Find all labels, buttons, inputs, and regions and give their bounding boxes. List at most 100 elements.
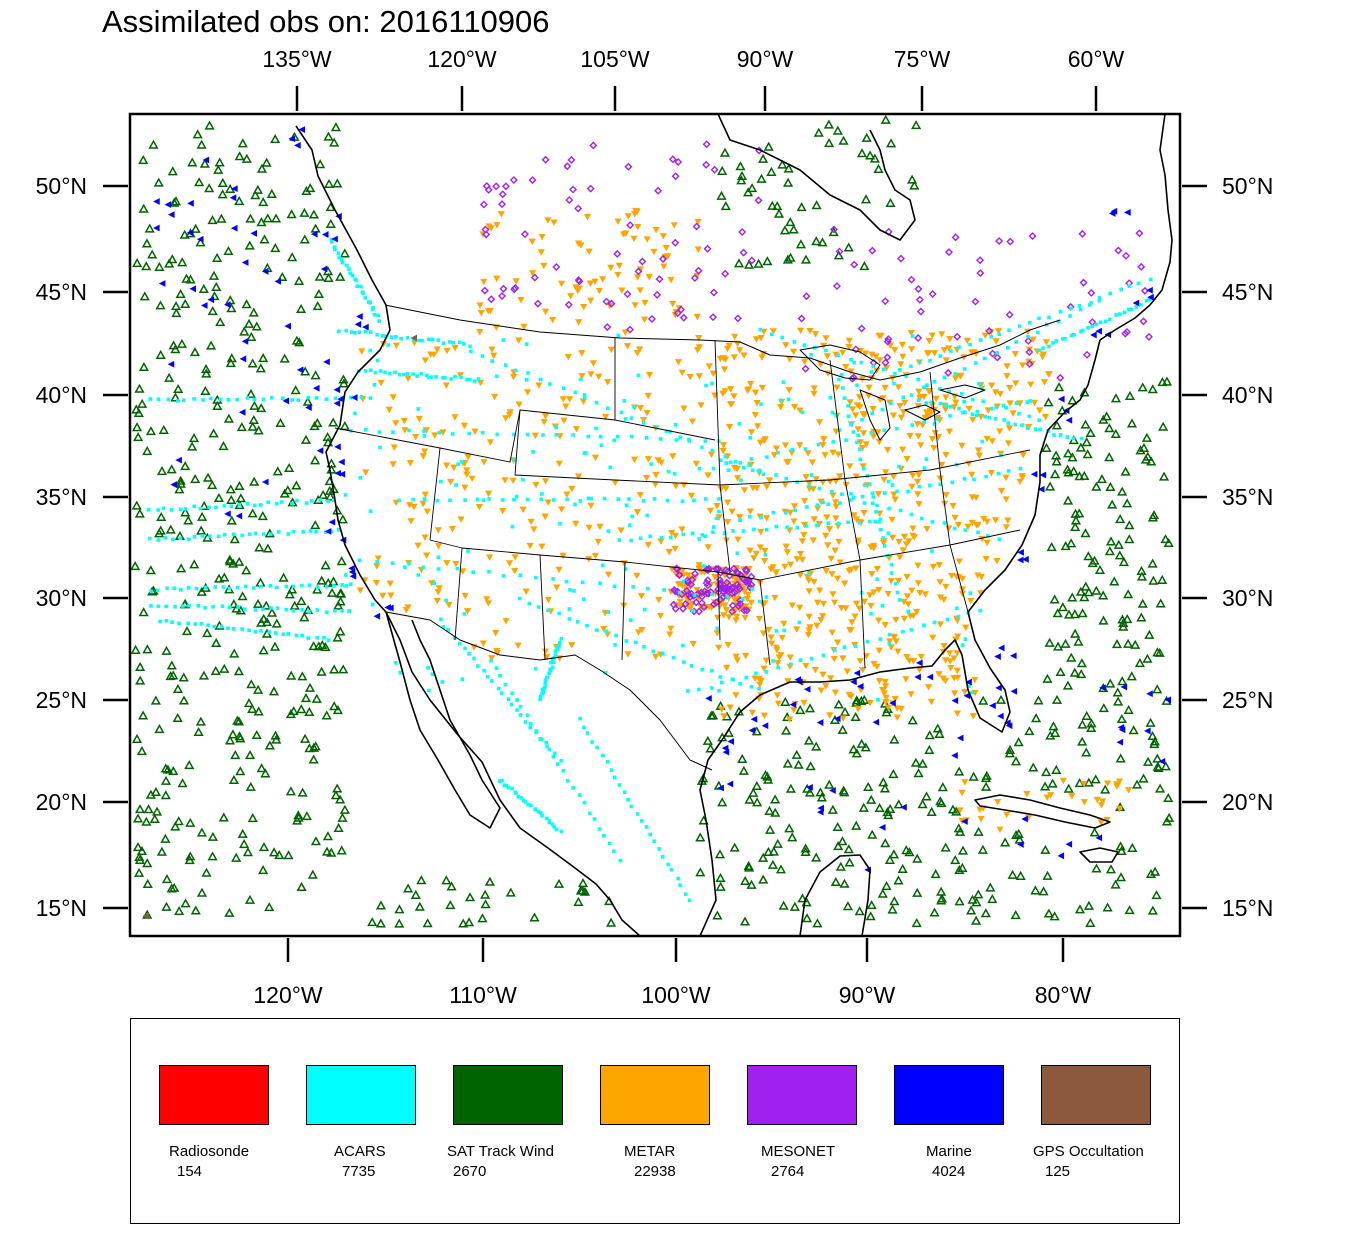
obs-marker bbox=[433, 346, 441, 353]
obs-marker bbox=[659, 535, 664, 540]
obs-marker bbox=[502, 618, 510, 625]
obs-marker bbox=[421, 534, 429, 541]
obs-marker bbox=[690, 569, 699, 578]
obs-marker bbox=[891, 347, 899, 354]
obs-marker bbox=[225, 357, 236, 368]
obs-marker bbox=[595, 745, 599, 750]
obs-marker bbox=[614, 271, 622, 279]
obs-marker bbox=[1017, 324, 1022, 328]
obs-marker bbox=[612, 775, 617, 780]
obs-marker bbox=[579, 377, 583, 382]
obs-marker bbox=[296, 398, 300, 402]
obs-marker bbox=[732, 653, 740, 661]
obs-marker bbox=[1002, 474, 1010, 482]
obs-marker bbox=[1115, 805, 1124, 813]
obs-marker bbox=[391, 430, 395, 434]
top-axis-label: 60°W bbox=[1068, 46, 1125, 72]
obs-marker bbox=[323, 437, 334, 447]
obs-marker bbox=[684, 572, 692, 579]
obs-marker bbox=[181, 626, 193, 636]
obs-marker bbox=[190, 905, 201, 915]
obs-marker bbox=[637, 593, 646, 600]
obs-marker bbox=[565, 196, 574, 205]
obs-marker bbox=[245, 388, 257, 399]
obs-marker bbox=[324, 584, 329, 589]
obs-marker bbox=[881, 881, 892, 891]
obs-marker bbox=[604, 379, 612, 386]
obs-marker bbox=[909, 525, 917, 532]
obs-marker bbox=[443, 375, 447, 380]
obs-marker bbox=[1017, 841, 1024, 848]
obs-marker bbox=[1099, 798, 1107, 805]
obs-marker bbox=[1063, 336, 1067, 341]
obs-marker bbox=[1122, 498, 1133, 508]
obs-marker bbox=[406, 502, 414, 509]
obs-marker bbox=[184, 855, 195, 865]
obs-marker bbox=[817, 498, 825, 506]
obs-marker bbox=[533, 299, 542, 308]
obs-marker bbox=[931, 430, 939, 437]
obs-marker bbox=[850, 512, 858, 519]
obs-marker bbox=[567, 607, 572, 611]
obs-marker bbox=[703, 576, 712, 585]
obs-marker bbox=[464, 917, 475, 927]
obs-marker bbox=[560, 417, 568, 424]
obs-marker bbox=[916, 395, 924, 402]
obs-marker bbox=[1065, 435, 1070, 439]
obs-marker bbox=[910, 534, 918, 541]
obs-marker bbox=[821, 500, 825, 505]
obs-marker bbox=[839, 878, 850, 888]
obs-marker bbox=[224, 510, 231, 518]
obs-marker bbox=[177, 778, 188, 788]
obs-marker bbox=[499, 507, 507, 515]
obs-marker bbox=[207, 851, 218, 861]
obs-marker bbox=[348, 271, 353, 276]
obs-marker bbox=[941, 406, 950, 413]
obs-marker bbox=[324, 397, 329, 401]
obs-marker bbox=[455, 566, 460, 571]
obs-marker bbox=[889, 401, 893, 406]
obs-marker bbox=[993, 416, 998, 421]
obs-marker bbox=[167, 166, 178, 176]
obs-marker bbox=[586, 434, 591, 439]
obs-marker bbox=[804, 631, 813, 639]
obs-marker bbox=[813, 622, 821, 630]
obs-marker bbox=[776, 450, 780, 455]
obs-marker bbox=[314, 529, 318, 534]
obs-marker bbox=[332, 632, 343, 642]
obs-marker bbox=[914, 491, 922, 498]
obs-marker bbox=[179, 229, 190, 239]
obs-marker bbox=[591, 552, 600, 560]
obs-marker bbox=[253, 531, 258, 536]
obs-marker bbox=[845, 344, 853, 351]
obs-marker bbox=[485, 674, 490, 679]
obs-marker bbox=[1014, 340, 1018, 344]
obs-marker bbox=[636, 346, 644, 353]
obs-marker bbox=[945, 617, 950, 622]
legend-swatch bbox=[1041, 1065, 1151, 1125]
obs-marker bbox=[1105, 864, 1117, 874]
obs-marker bbox=[1138, 773, 1149, 783]
obs-marker bbox=[917, 442, 925, 449]
obs-marker bbox=[805, 480, 813, 487]
obs-marker bbox=[752, 550, 760, 558]
obs-marker bbox=[168, 670, 179, 680]
obs-marker bbox=[239, 838, 250, 849]
obs-marker bbox=[199, 500, 210, 510]
obs-marker bbox=[557, 280, 566, 288]
obs-marker bbox=[897, 368, 902, 372]
obs-marker bbox=[544, 740, 548, 745]
obs-marker bbox=[884, 854, 895, 864]
obs-marker bbox=[784, 510, 788, 515]
obs-marker bbox=[704, 472, 712, 479]
obs-marker bbox=[335, 794, 346, 804]
obs-marker bbox=[1104, 546, 1115, 556]
obs-marker bbox=[823, 353, 831, 360]
obs-marker bbox=[1030, 470, 1038, 478]
obs-marker bbox=[712, 910, 723, 920]
obs-marker bbox=[939, 675, 947, 682]
obs-marker bbox=[528, 725, 533, 730]
obs-marker bbox=[621, 329, 629, 336]
obs-marker bbox=[284, 462, 295, 472]
obs-marker bbox=[739, 916, 751, 926]
